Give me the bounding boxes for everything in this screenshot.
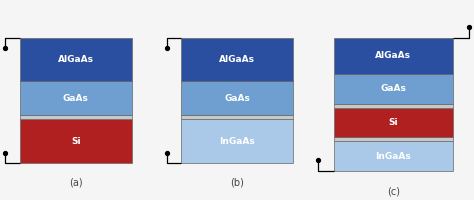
Bar (20, 81, 132, 115)
Bar (334, 74, 453, 104)
Text: Si: Si (389, 118, 398, 127)
Bar (181, 115, 293, 119)
Text: (c): (c) (387, 187, 400, 197)
Bar (334, 38, 453, 74)
Text: GaAs: GaAs (63, 94, 89, 103)
Text: GaAs: GaAs (224, 94, 250, 103)
Text: GaAs: GaAs (381, 84, 406, 93)
Text: Si: Si (71, 137, 81, 146)
Text: (a): (a) (69, 177, 82, 187)
Text: AlGaAs: AlGaAs (375, 51, 411, 60)
Bar (20, 119, 132, 163)
Text: InGaAs: InGaAs (375, 152, 411, 161)
Bar (334, 108, 453, 137)
Bar (334, 104, 453, 108)
Bar (334, 137, 453, 141)
Bar (181, 81, 293, 115)
Text: AlGaAs: AlGaAs (58, 55, 94, 64)
Bar (334, 141, 453, 171)
Bar (20, 38, 132, 81)
Text: InGaAs: InGaAs (219, 137, 255, 146)
Text: (b): (b) (230, 177, 244, 187)
Text: AlGaAs: AlGaAs (219, 55, 255, 64)
Bar (181, 38, 293, 81)
Bar (20, 115, 132, 119)
Bar (181, 119, 293, 163)
